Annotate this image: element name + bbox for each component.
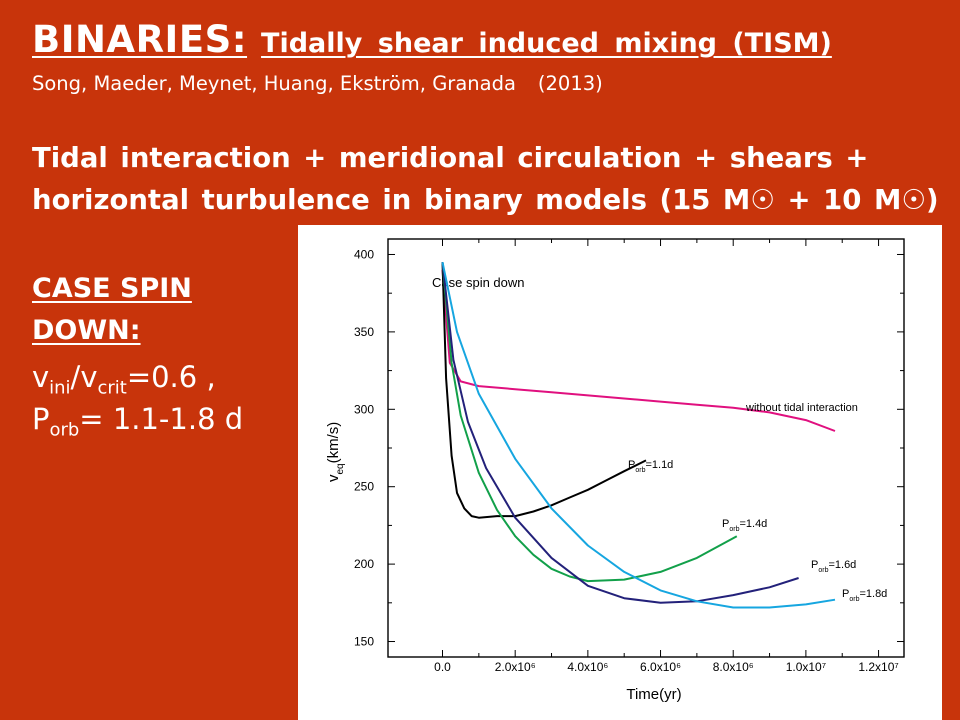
y-tick-label: 350 [354, 325, 374, 339]
model-description: Tidal interaction + meridional circulati… [32, 142, 939, 216]
series-label-5: Porb=1.8d [842, 588, 887, 603]
series-line-3 [441, 262, 738, 583]
labels-group: without tidal interaction Porb=1.1d Porb=1… [628, 402, 887, 603]
series-line-2 [441, 262, 647, 519]
x-tick-label: 1.2x10⁷ [858, 660, 898, 674]
series-line-4 [441, 262, 799, 604]
y-tick-label: 150 [354, 635, 374, 649]
title-subtitle: Tidally shear induced mixing (TISM) [261, 28, 832, 59]
velocity-ratio: vini/vcrit=0.6 , [32, 360, 216, 398]
authors-line: Song, Maeder, Meynet, Huang, Ekström, Gr… [32, 72, 603, 95]
series-label-4: Porb=1.6d [811, 559, 856, 574]
series-group [441, 261, 836, 609]
y-tick-label: 400 [354, 247, 374, 261]
slide-title: BINARIES: Tidally shear induced mixing (T… [32, 18, 832, 61]
authors: Song, Maeder, Meynet, Huang, Ekström, Gr… [32, 72, 516, 95]
v-ini-subscript: ini [49, 377, 71, 399]
chart-title: Case spin down [432, 275, 525, 290]
orbital-period: Porb= 1.1-1.8 d [32, 402, 243, 440]
axes-group: 150 200 250 300 350 400 0.0 2.0x10⁶ 4.0x10⁶ 6.0x1… [325, 238, 905, 703]
y-axis-label: veq(km/s) [325, 422, 346, 482]
x-tick-label: 2.0x10⁶ [495, 660, 536, 674]
period-value: = 1.1-1.8 d [79, 402, 244, 436]
y-tick-label: 250 [354, 480, 374, 494]
series-label-1: without tidal interaction [745, 402, 858, 414]
slash: / [70, 360, 81, 394]
p-symbol: P [32, 402, 50, 436]
plot-frame [387, 238, 905, 658]
x-tick-label: 6.0x10⁶ [640, 660, 681, 674]
case-heading: CASE SPIN DOWN: [32, 273, 192, 346]
publication-year: (2013) [537, 72, 603, 95]
p-orb-subscript: orb [49, 419, 80, 441]
x-axis-label: Time(yr) [626, 686, 681, 703]
v-crit-subscript: crit [97, 377, 127, 399]
series-line-1 [441, 269, 836, 432]
x-tick-label: 8.0x10⁶ [713, 660, 754, 674]
x-tick-label: 4.0x10⁶ [567, 660, 608, 674]
x-tick-label: 0.0 [434, 660, 451, 674]
y-tick-label: 200 [354, 557, 374, 571]
series-label-2: Porb=1.1d [628, 459, 673, 474]
ratio-value: =0.6 , [126, 360, 216, 394]
velocity-chart: 150 200 250 300 350 400 0.0 2.0x10⁶ 4.0x10⁶ 6.0x1… [298, 225, 942, 720]
series-line-5 [441, 261, 836, 609]
x-tick-label: 1.0x10⁷ [786, 660, 826, 674]
chart-svg: 150 200 250 300 350 400 0.0 2.0x10⁶ 4.0x10⁶ 6.0x1… [325, 238, 905, 703]
series-label-3: Porb=1.4d [722, 518, 767, 533]
y-tick-label: 300 [354, 402, 374, 416]
v-symbol: v [32, 360, 50, 394]
v-symbol: v [80, 360, 98, 394]
title-main: BINARIES: [32, 18, 248, 61]
